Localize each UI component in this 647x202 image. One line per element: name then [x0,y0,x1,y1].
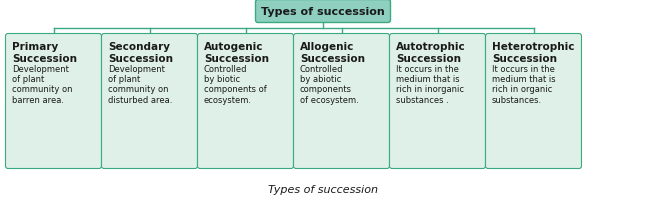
Text: It occurs in the
medium that is
rich in organic
substances.: It occurs in the medium that is rich in … [492,64,556,104]
Text: Development
of plant
community on
barren area.: Development of plant community on barren… [12,64,72,104]
Text: Controlled
by abiotic
components
of ecosystem.: Controlled by abiotic components of ecos… [300,64,358,104]
Text: Allogenic
Succession: Allogenic Succession [300,42,365,63]
Text: Types of succession: Types of succession [261,7,385,17]
FancyBboxPatch shape [389,34,485,169]
Text: Heterotrophic
Succession: Heterotrophic Succession [492,42,575,63]
FancyBboxPatch shape [6,34,102,169]
FancyBboxPatch shape [197,34,294,169]
Text: Secondary
Succession: Secondary Succession [108,42,173,63]
Text: Autotrophic
Succession: Autotrophic Succession [396,42,466,63]
FancyBboxPatch shape [485,34,582,169]
Text: Autogenic
Succession: Autogenic Succession [204,42,269,63]
Text: Development
of plant
community on
disturbed area.: Development of plant community on distur… [108,64,172,104]
Text: Primary
Succession: Primary Succession [12,42,77,63]
Text: Controlled
by biotic
components of
ecosystem.: Controlled by biotic components of ecosy… [204,64,267,104]
FancyBboxPatch shape [294,34,389,169]
FancyBboxPatch shape [256,0,391,23]
Text: Types of succession: Types of succession [269,184,378,194]
Text: It occurs in the
medium that is
rich in inorganic
substances .: It occurs in the medium that is rich in … [396,64,464,104]
FancyBboxPatch shape [102,34,197,169]
